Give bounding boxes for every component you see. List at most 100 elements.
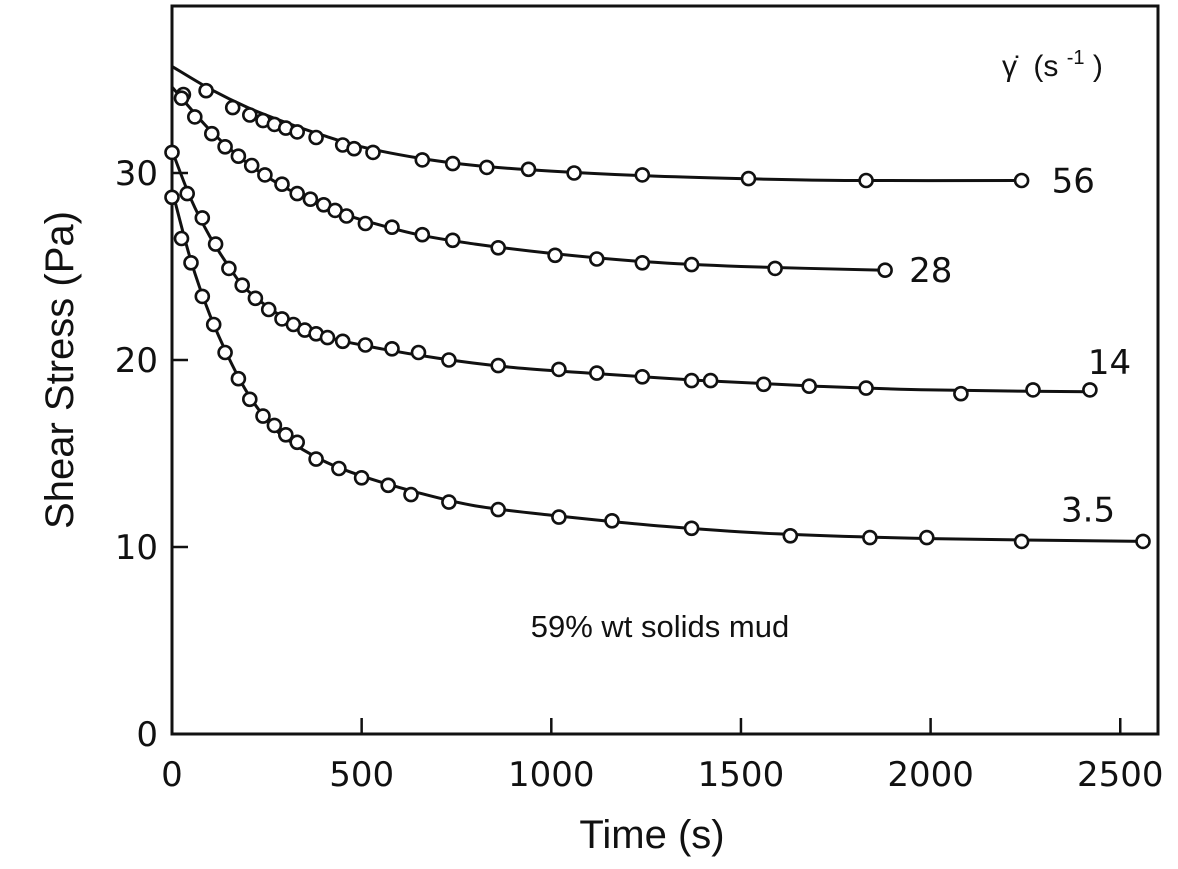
data-point-14-22 xyxy=(683,372,700,389)
x-tick-label-2000: 2000 xyxy=(887,755,974,795)
data-point-28-23 xyxy=(877,262,893,279)
data-point-14-7 xyxy=(260,301,277,318)
shear-rate-symbol: γ̇ xyxy=(1002,50,1019,83)
series-label-3-5: 3.5 xyxy=(1061,490,1115,530)
data-point-14-1 xyxy=(179,185,195,202)
data-point-56-1 xyxy=(198,82,214,99)
data-point-3-5-1 xyxy=(173,230,190,247)
data-point-14-24 xyxy=(755,376,772,393)
data-point-3-5-23 xyxy=(862,529,878,546)
data-point-3-5-12 xyxy=(308,451,324,467)
data-point-28-7 xyxy=(274,176,290,192)
y-axis-title: Shear Stress (Pa) xyxy=(38,211,82,529)
series-label-56: 56 xyxy=(1052,162,1095,202)
data-point-14-18 xyxy=(490,357,507,374)
data-point-14-14 xyxy=(357,337,374,353)
data-point-3-5-5 xyxy=(217,344,233,361)
x-tick-label-2500: 2500 xyxy=(1077,755,1164,795)
svg-text:γ̇ (s -1 ): γ̇ (s -1 ) xyxy=(1002,38,1103,83)
data-point-3-5-17 xyxy=(441,494,457,510)
data-point-28-12 xyxy=(338,208,355,224)
data-point-28-6 xyxy=(257,167,273,183)
data-point-28-9 xyxy=(302,191,319,207)
series-label-14: 14 xyxy=(1088,343,1131,383)
data-point-14-29 xyxy=(1082,382,1098,398)
x-tick-label-500: 500 xyxy=(329,755,394,795)
data-point-3-5-2 xyxy=(183,254,199,271)
data-point-3-5-7 xyxy=(242,391,258,408)
data-point-56-7 xyxy=(289,124,306,140)
data-point-28-18 xyxy=(547,247,563,264)
data-point-28-20 xyxy=(634,254,651,271)
data-point-56-12 xyxy=(414,152,431,168)
data-point-28-5 xyxy=(243,157,260,174)
data-point-3-5-16 xyxy=(403,486,419,503)
data-point-14-23 xyxy=(702,372,719,389)
legend-title: γ̇ (s -1 ) xyxy=(1002,38,1103,83)
x-axis-title: Time (s) xyxy=(579,813,724,857)
data-point-56-19 xyxy=(858,172,874,189)
data-point-14-3 xyxy=(207,236,224,252)
data-point-56-14 xyxy=(478,159,495,176)
data-point-3-5-13 xyxy=(331,460,347,477)
data-point-3-5-6 xyxy=(230,370,247,387)
data-point-28-16 xyxy=(444,232,461,249)
data-point-56-11 xyxy=(365,144,381,161)
data-point-3-5-19 xyxy=(551,509,567,525)
data-point-3-5-21 xyxy=(683,520,700,537)
series-label-28: 28 xyxy=(909,251,952,291)
data-point-14-17 xyxy=(441,352,457,368)
data-point-3-5-14 xyxy=(353,469,370,486)
data-point-28-17 xyxy=(490,240,507,256)
data-point-14-27 xyxy=(953,385,969,402)
data-point-14-6 xyxy=(247,290,264,307)
data-point-28-22 xyxy=(767,260,783,277)
x-tick-label-1000: 1000 xyxy=(508,755,595,795)
data-point-28-1 xyxy=(187,109,203,125)
data-point-56-3 xyxy=(242,107,258,123)
data-point-56-20 xyxy=(1013,172,1030,189)
data-point-14-12 xyxy=(319,329,336,346)
series-labels: 56 28 14 3.5 xyxy=(909,162,1131,531)
y-tick-label-20: 20 xyxy=(115,341,158,381)
data-point-14-0 xyxy=(164,144,180,161)
data-point-3-5-18 xyxy=(490,501,507,518)
data-point-14-16 xyxy=(410,344,427,361)
data-point-28-15 xyxy=(414,226,431,243)
data-point-3-5-25 xyxy=(1013,533,1030,550)
x-tick-label-1500: 1500 xyxy=(698,755,785,795)
y-tick-label-30: 30 xyxy=(115,154,158,194)
data-point-14-19 xyxy=(551,361,567,378)
data-point-28-21 xyxy=(683,256,700,273)
data-point-3-5-10 xyxy=(277,426,294,443)
data-point-3-5-9 xyxy=(266,417,283,434)
x-tick-label-0: 0 xyxy=(161,755,183,795)
series-line-3-5 xyxy=(170,189,1144,543)
data-point-28-14 xyxy=(384,219,400,235)
data-point-3-5-11 xyxy=(289,434,306,451)
chart-annotation: 59% wt solids mud xyxy=(531,609,789,644)
data-point-56-10 xyxy=(346,140,362,157)
unit-base: (s xyxy=(1033,50,1058,83)
data-point-28-4 xyxy=(230,148,247,164)
data-point-3-5-8 xyxy=(255,408,271,424)
y-tick-label-0: 0 xyxy=(136,715,158,755)
data-point-14-15 xyxy=(384,340,400,357)
data-point-28-0 xyxy=(173,90,190,106)
data-point-3-5-15 xyxy=(380,477,397,494)
data-point-56-15 xyxy=(520,161,537,178)
series-line-56 xyxy=(171,65,1022,183)
data-point-56-18 xyxy=(740,170,757,187)
data-point-3-5-0 xyxy=(164,189,180,206)
data-point-28-13 xyxy=(357,215,374,232)
data-point-14-5 xyxy=(234,277,250,294)
data-point-14-28 xyxy=(1025,382,1041,398)
y-axis: 0 10 20 30 xyxy=(115,154,188,755)
series-markers xyxy=(164,82,1151,550)
data-point-14-20 xyxy=(588,365,605,381)
data-point-14-13 xyxy=(334,333,351,350)
data-point-28-8 xyxy=(289,185,306,202)
data-point-14-25 xyxy=(801,378,818,395)
data-point-3-5-26 xyxy=(1135,533,1151,550)
